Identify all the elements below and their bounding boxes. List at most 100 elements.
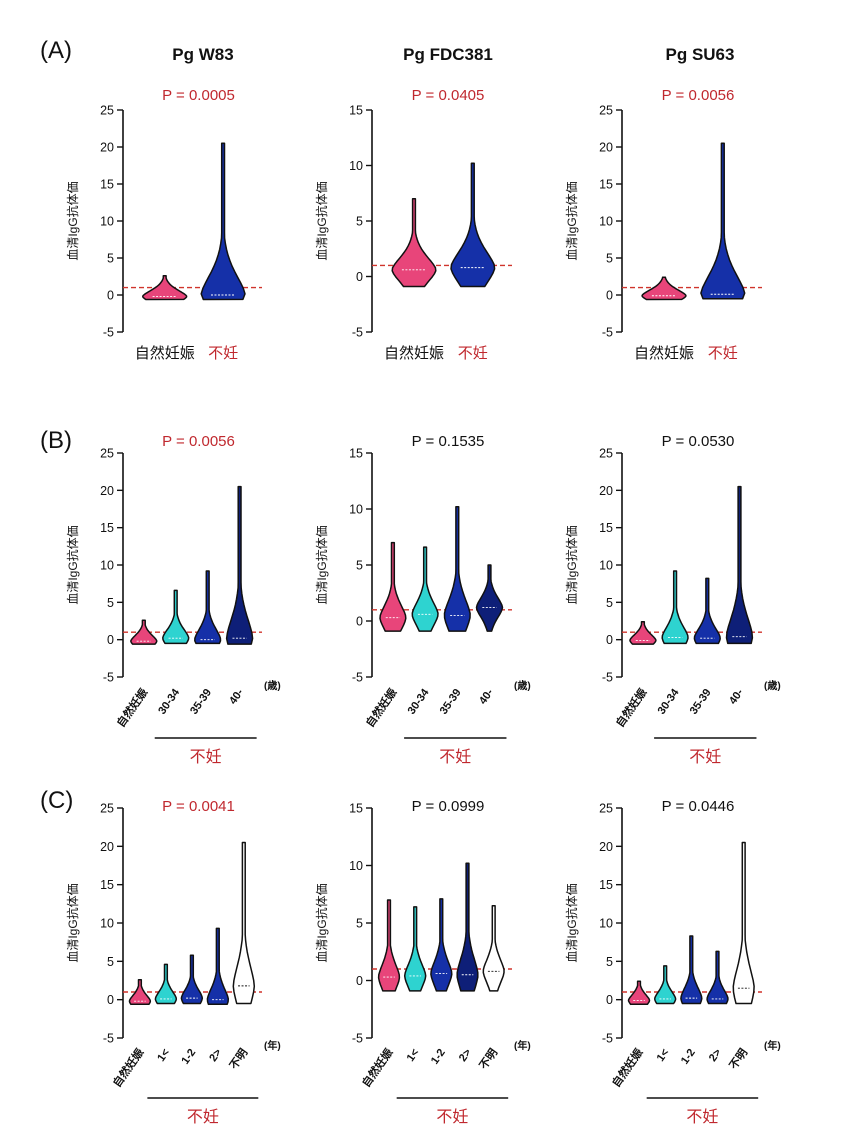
violin-2 [700,142,746,300]
p-value-label: P = 0.0405 [412,87,485,104]
violin-4 [225,485,254,645]
category-label: 自然妊娠 [135,345,195,362]
y-tick-label: -5 [602,1032,613,1046]
y-tick-label: 5 [356,917,363,931]
category-label: 不明 [477,1046,500,1071]
y-tick-label: 10 [599,917,613,931]
violin-3 [693,577,721,645]
p-value-label: P = 0.1535 [412,433,485,450]
category-label: 自然妊娠 [609,1045,646,1090]
y-tick-label: -5 [602,326,613,340]
violin-4 [725,485,754,645]
y-tick-label: 25 [100,104,114,118]
y-axis-label: 血清IgG抗体価 [314,181,329,260]
unit-label: (年) [514,1039,531,1052]
category-label: 1-2 [679,1047,698,1067]
category-label: 不明 [727,1046,750,1071]
unit-label: (年) [764,1039,781,1052]
p-value-label: P = 0.0446 [662,798,735,815]
category-label: 1< [655,1047,672,1064]
panel-label-c: (C) [40,787,73,814]
category-label: 30-34 [406,686,432,717]
category-label: 自然妊娠 [114,685,151,730]
violin-1 [377,899,401,992]
y-tick-label: 0 [356,270,363,284]
y-tick-label: 15 [100,878,114,892]
violin-2 [200,142,246,301]
violin-4 [706,950,729,1005]
category-label: 2> [207,1047,224,1064]
y-tick-label: -5 [352,671,363,685]
category-label: 自然妊娠 [384,345,444,362]
p-value-label: P = 0.0056 [162,433,235,450]
violin-1 [629,620,657,645]
y-tick-label: 20 [100,840,114,854]
category-label: 35-39 [188,687,214,717]
violin-1 [379,541,407,632]
p-value-label: P = 0.0041 [162,798,235,815]
category-label: 2> [457,1047,474,1064]
category-label: 1< [405,1047,422,1064]
p-value-label: P = 0.0999 [412,798,485,815]
y-tick-label: 15 [599,178,613,192]
y-tick-label: 0 [107,633,114,647]
y-tick-label: 0 [356,615,363,629]
violin-4 [456,862,479,992]
violin-3 [680,935,703,1005]
y-tick-label: 10 [100,215,114,229]
y-tick-label: 15 [599,878,613,892]
violin-3 [194,570,222,645]
violin-2 [154,963,178,1005]
group-label: 不妊 [190,748,222,766]
y-tick-label: -5 [352,1032,363,1046]
violin-2 [450,162,496,288]
violin-2 [661,570,689,645]
violin-1 [391,198,437,288]
y-tick-label: 10 [349,859,363,873]
category-label: 自然妊娠 [110,1045,147,1090]
y-tick-label: 10 [100,917,114,931]
violin-5 [232,841,256,1005]
y-tick-label: 15 [100,178,114,192]
y-tick-label: 15 [100,521,114,535]
y-tick-label: 5 [107,596,114,610]
y-tick-label: 0 [606,289,613,303]
y-axis-label: 血清IgG抗体価 [564,181,579,260]
category-label: 30-34 [656,686,682,717]
y-tick-label: 5 [356,215,363,229]
category-label: 35-39 [688,687,714,717]
category-label: 40- [727,687,746,707]
y-tick-label: 20 [100,484,114,498]
y-tick-label: 5 [107,252,114,266]
group-label: 不妊 [436,1108,468,1126]
category-label: 40- [227,687,246,707]
category-label: 1< [155,1047,172,1064]
y-tick-label: 15 [349,447,363,461]
category-label: 不明 [227,1046,250,1071]
y-tick-label: 0 [606,993,613,1007]
group-label: 不妊 [187,1108,219,1126]
y-tick-label: 5 [606,596,613,610]
y-tick-label: 20 [100,141,114,155]
y-tick-label: 10 [599,559,613,573]
category-label: 自然妊娠 [359,1045,396,1090]
panel-label-b: (B) [40,427,72,454]
y-tick-label: 15 [349,802,363,816]
unit-label: (歳) [514,679,531,692]
y-axis-label: 血清IgG抗体価 [314,883,329,962]
category-label: 自然妊娠 [613,685,650,730]
violin-4 [475,564,504,632]
category-label: 40- [477,687,496,707]
y-tick-label: 10 [100,559,114,573]
category-label: 35-39 [438,687,464,717]
y-axis-label: 血清IgG抗体価 [65,883,80,962]
y-axis-label: 血清IgG抗体価 [564,883,579,962]
y-axis-label: 血清IgG抗体価 [564,525,579,604]
column-title-w83: Pg W83 [172,45,233,64]
category-label: 自然妊娠 [363,685,400,730]
category-label: 2> [707,1047,724,1064]
